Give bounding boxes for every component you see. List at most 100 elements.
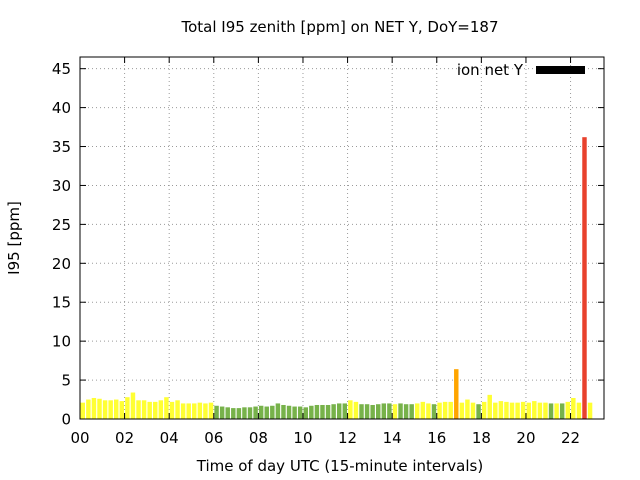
bar (197, 402, 203, 419)
x-axis-label: Time of day UTC (15-minute intervals) (196, 457, 483, 475)
bar (520, 401, 526, 419)
x-tick-label: 08 (249, 429, 268, 447)
bar (242, 407, 247, 419)
x-tick-label: 22 (561, 429, 580, 447)
bar (481, 401, 487, 419)
bar (420, 401, 426, 419)
x-tick-label: 04 (160, 429, 179, 447)
bar (442, 401, 448, 419)
bar (80, 402, 86, 419)
plot-frame (79, 56, 605, 420)
bar (336, 403, 342, 419)
y-tick-label: 45 (52, 60, 71, 78)
bar (537, 402, 543, 419)
bar (97, 398, 102, 419)
bar (141, 400, 147, 419)
bar (180, 403, 186, 419)
bar (102, 400, 108, 419)
bar (125, 397, 130, 419)
bar (392, 404, 398, 419)
bar (186, 403, 191, 419)
bar (297, 406, 303, 419)
y-tick-label: 10 (52, 333, 71, 351)
bar (526, 402, 531, 419)
bar (225, 407, 230, 419)
bar (359, 404, 364, 419)
bar (364, 404, 370, 419)
y-tick-label: 40 (52, 99, 71, 117)
bar (247, 407, 253, 419)
y-tick-label: 0 (61, 411, 71, 429)
bar (270, 405, 275, 419)
bar (454, 369, 459, 419)
bar (576, 402, 582, 419)
bar (543, 402, 548, 419)
bar (192, 403, 197, 419)
grid-lines (80, 57, 604, 419)
bar (448, 401, 453, 419)
bar (147, 401, 152, 419)
legend-label: ion net Y (457, 61, 524, 79)
x-tick-label: 12 (338, 429, 357, 447)
bar (559, 403, 565, 419)
x-tick-label: 06 (204, 429, 223, 447)
axis-ticks: 0 5 10 15 20 25 30 35 40 45 00 02 04 06 08 10 12 14 16 18 20… (52, 57, 604, 447)
x-tick-label: 10 (293, 429, 312, 447)
legend: ion net Y (457, 61, 585, 79)
y-tick-label: 5 (61, 372, 71, 390)
bar (175, 400, 180, 419)
bar-series (80, 137, 593, 420)
y-axis-label: I95 [ppm] (5, 201, 23, 275)
bar (509, 402, 515, 419)
bar (286, 405, 292, 419)
bar (164, 397, 169, 419)
bar (515, 402, 520, 419)
bar (571, 397, 576, 419)
bar (565, 401, 570, 419)
bar (108, 400, 113, 419)
bar (415, 403, 420, 419)
bar (465, 399, 470, 419)
bar (292, 406, 297, 419)
bar (119, 401, 125, 419)
bar (587, 402, 593, 419)
bar (470, 402, 476, 419)
bar (504, 401, 509, 419)
y-tick-label: 25 (52, 216, 71, 234)
bar (281, 404, 286, 419)
bar (314, 404, 320, 419)
x-tick-label: 14 (383, 429, 402, 447)
y-tick-label: 35 (52, 138, 71, 156)
bar (376, 404, 381, 419)
bar (214, 405, 219, 419)
y-tick-label: 15 (52, 294, 71, 312)
bar (532, 401, 537, 419)
bar (437, 402, 442, 419)
bar (498, 401, 504, 419)
bar (275, 403, 281, 419)
bar (153, 401, 158, 419)
x-tick-label: 18 (472, 429, 491, 447)
bar (158, 400, 164, 419)
bar (309, 405, 314, 419)
bar (325, 404, 331, 419)
x-tick-label: 16 (427, 429, 446, 447)
x-tick-label: 20 (516, 429, 535, 447)
bar (236, 408, 242, 419)
bar (548, 403, 554, 419)
bar (208, 402, 214, 419)
bar (264, 406, 269, 419)
chart-title: Total I95 zenith [ppm] on NET Y, DoY=187 (180, 18, 498, 36)
bar (348, 400, 353, 419)
bar (231, 408, 236, 419)
bar (303, 407, 308, 419)
bar (582, 137, 587, 420)
x-tick-label: 00 (70, 429, 89, 447)
bar (431, 404, 437, 419)
bar (219, 406, 225, 419)
bar (403, 404, 409, 419)
bar (426, 403, 431, 419)
bar (409, 404, 414, 419)
bar (554, 403, 559, 419)
x-tick-label: 02 (115, 429, 134, 447)
